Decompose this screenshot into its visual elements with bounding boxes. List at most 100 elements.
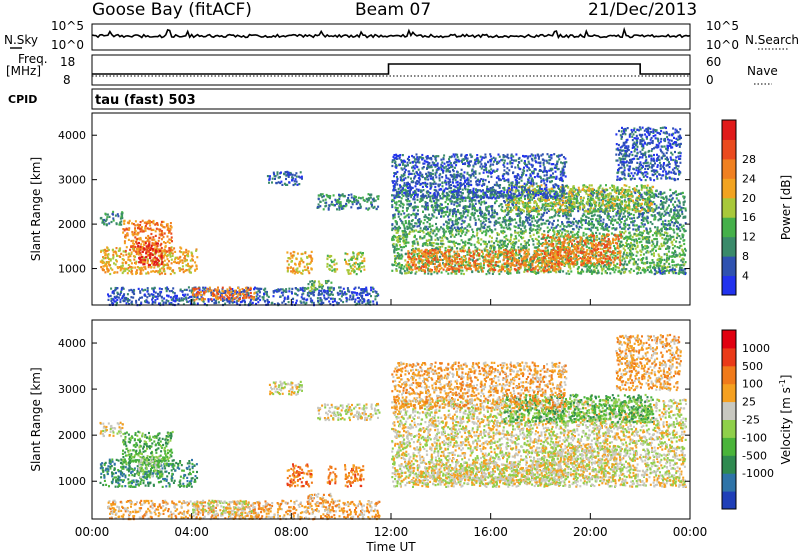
nsky-panel-frame <box>91 23 691 51</box>
data-blob-power-10 <box>266 170 303 187</box>
colorbar-swatch-velocity-6 <box>722 383 736 403</box>
data-blob-power-2 <box>122 219 174 253</box>
cpid-value: tau (fast) 503 <box>95 93 196 108</box>
colorbar-tick-power-3: 16 <box>742 211 756 224</box>
colorbar-swatch-power-0 <box>722 275 736 296</box>
colorbar-tick-velocity-4: -25 <box>742 414 760 427</box>
data-blob-velocity-0 <box>99 421 124 438</box>
colorbar-tick-power-0: 4 <box>742 270 749 283</box>
ytick-velocity-2: 3000 <box>58 383 86 396</box>
ytick-velocity-3: 4000 <box>58 337 86 350</box>
station-title: Goose Bay (fitACF) <box>92 0 252 20</box>
cpid-panel-frame <box>91 88 691 110</box>
nave-label: Nave <box>747 64 778 78</box>
nsky-tick-bottom: 10^0 <box>51 38 84 52</box>
ytick-power-3: 4000 <box>58 129 86 142</box>
data-blob-velocity-9 <box>306 492 334 506</box>
nsearch-tick-bottom: 10^0 <box>706 38 739 52</box>
colorbar-tick-velocity-0: 1000 <box>742 342 770 355</box>
xtick-label-5: 20:00 <box>573 525 608 539</box>
data-blob-power-3 <box>137 241 164 267</box>
colorbar-tick-velocity-3: 25 <box>742 396 756 409</box>
nave-tick-bottom: 0 <box>706 73 714 87</box>
beam-title: Beam 07 <box>355 0 432 20</box>
xtick-label-0: 00:00 <box>75 525 110 539</box>
colorbar-tick-velocity-1: 500 <box>742 360 763 373</box>
colorbar-swatch-velocity-1 <box>722 473 736 492</box>
ytick-power-2: 3000 <box>58 174 86 187</box>
ytick-power-1: 2000 <box>58 218 86 231</box>
data-blob-velocity-6 <box>286 463 313 488</box>
colorbar-swatch-power-3 <box>722 217 736 238</box>
nsky-label: N.Sky <box>4 33 38 47</box>
xtick-label-6: 00:00 <box>673 525 708 539</box>
xtick-label-4: 16:00 <box>473 525 508 539</box>
colorbar-swatch-power-4 <box>722 197 736 218</box>
data-blob-velocity-14 <box>540 444 622 479</box>
data-blob-velocity-5 <box>191 499 256 516</box>
colorbar-tick-velocity-5: -100 <box>742 431 767 444</box>
colorbar-swatch-power-2 <box>722 236 736 257</box>
ytick-power-0: 1000 <box>58 263 86 276</box>
colorbar-tick-velocity-2: 100 <box>742 378 763 391</box>
data-blob-power-8 <box>344 251 366 276</box>
colorbar-tick-power-2: 12 <box>742 231 756 244</box>
data-blob-power-18 <box>615 126 682 182</box>
xlabel: Time UT <box>365 540 416 554</box>
freq-panel-frame <box>91 54 691 86</box>
data-blob-velocity-8 <box>344 464 365 488</box>
colorbar-swatch-power-5 <box>722 178 736 199</box>
colorbar-frame-power <box>721 119 737 296</box>
data-blob-power-0 <box>99 210 124 227</box>
colorbar-swatch-power-1 <box>722 256 736 277</box>
xtick-label-3: 12:00 <box>374 525 409 539</box>
colorbar-tick-velocity-7: -1000 <box>742 467 774 480</box>
data-blob-velocity-10 <box>268 380 303 396</box>
colorbar-swatch-velocity-5 <box>722 401 736 420</box>
data-blob-velocity-7 <box>326 465 338 485</box>
freq-tick-top: 18 <box>60 55 75 69</box>
data-blob-power-5 <box>191 286 256 302</box>
colorbar-swatch-velocity-8 <box>722 347 736 367</box>
colorbar-tick-power-5: 24 <box>742 172 756 185</box>
xtick-label-2: 08:00 <box>274 525 309 539</box>
ytick-velocity-1: 2000 <box>58 429 86 442</box>
freq-unit-label: [MHz] <box>6 64 41 78</box>
freq-label: Freq. <box>18 52 48 66</box>
colorbar-swatch-velocity-2 <box>722 455 736 474</box>
colorbar-swatch-power-6 <box>722 158 736 179</box>
colorbar-label-power: Power [dB] <box>779 175 793 240</box>
colorbar-swatch-velocity-9 <box>722 330 736 349</box>
nsearch-label: N.Search <box>745 33 799 47</box>
colorbar-label-velocity: Velocity [m s-1] <box>778 375 793 465</box>
colorbar-tick-power-4: 20 <box>742 192 756 205</box>
colorbar-tick-power-6: 28 <box>742 153 756 166</box>
data-blob-power-6 <box>286 250 314 275</box>
data-blob-power-19 <box>391 153 568 200</box>
date-title: 21/Dec/2013 <box>588 0 698 20</box>
cpid-label: CPID <box>8 93 37 106</box>
data-blob-power-14 <box>541 233 623 267</box>
data-blob-power-11 <box>316 193 380 211</box>
data-blob-velocity-16 <box>503 393 655 424</box>
ylabel-power: Slant Range [km] <box>29 157 43 261</box>
colorbar-swatch-velocity-3 <box>722 437 736 456</box>
data-blob-velocity-19 <box>391 361 568 410</box>
ylabel-velocity: Slant Range [km] <box>29 367 43 471</box>
colorbar-swatch-velocity-4 <box>722 419 736 438</box>
data-blob-velocity-18 <box>615 333 682 392</box>
colorbar-swatch-velocity-7 <box>722 365 736 385</box>
data-blob-velocity-11 <box>317 402 381 422</box>
nsearch-tick-top: 10^5 <box>706 19 739 33</box>
colorbar-swatch-power-7 <box>722 139 736 160</box>
nsky-trace <box>91 26 691 40</box>
data-blob-velocity-17 <box>652 479 687 488</box>
nave-tick-top: 60 <box>706 55 721 69</box>
colorbar-swatch-power-8 <box>722 120 736 140</box>
data-blob-power-17 <box>653 266 687 276</box>
nsky-tick-top: 10^5 <box>51 19 84 33</box>
data-blob-power-9 <box>307 279 333 292</box>
colorbar-tick-velocity-6: -500 <box>742 449 767 462</box>
data-blob-power-13 <box>406 248 563 273</box>
